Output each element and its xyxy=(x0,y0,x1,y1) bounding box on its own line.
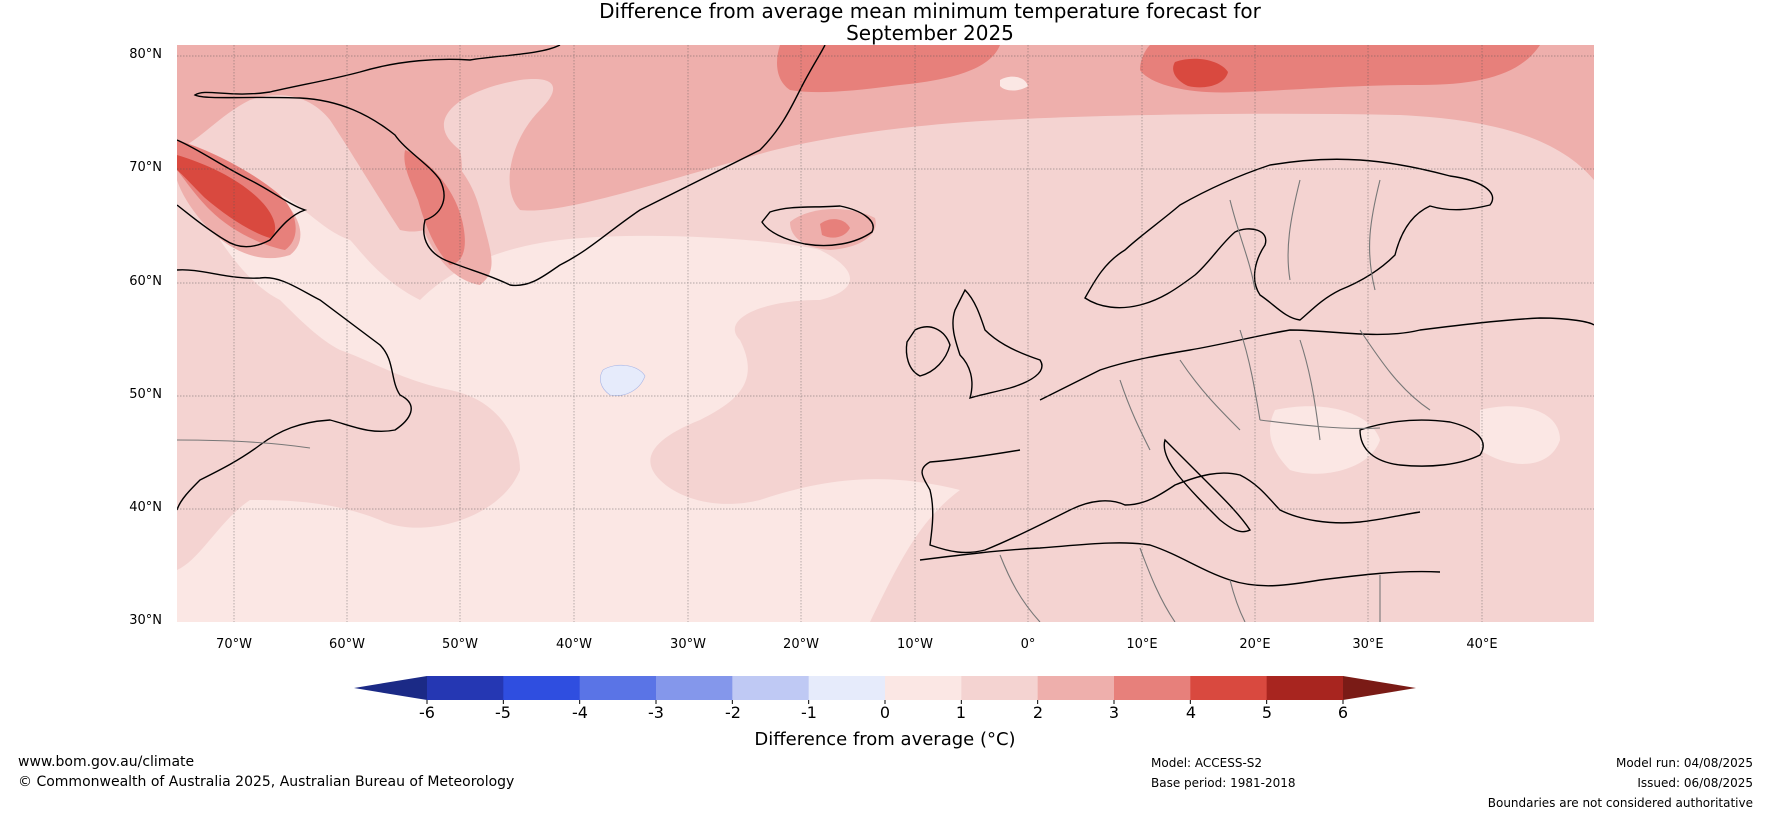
coastline-north-africa xyxy=(919,542,1441,587)
anomaly-region-below-0 xyxy=(600,364,646,396)
colorbar-tick-label: 0 xyxy=(879,703,891,722)
anomaly-region-4-5-baffin xyxy=(177,155,276,238)
lat-label-40n: 40°N xyxy=(129,500,162,515)
lon-label-40w: 40°W xyxy=(556,637,592,652)
graticule xyxy=(177,45,1594,622)
colorbar-bin xyxy=(732,676,810,700)
colorbar-tick-label: 1 xyxy=(955,703,967,722)
lon-label-30w: 30°W xyxy=(670,637,706,652)
coastline-labrador xyxy=(177,269,412,511)
footer-url: www.bom.gov.au/climate xyxy=(18,754,195,770)
coastline-continental-europe xyxy=(1039,317,1594,401)
colorbar-bin xyxy=(503,676,581,700)
footer-model: Model: ACCESS-S2 xyxy=(1151,756,1263,770)
colorbar-tick-label: 3 xyxy=(1108,703,1120,722)
border-scandinavia xyxy=(1229,179,1381,291)
lon-label-10e: 10°E xyxy=(1126,637,1158,652)
lon-label-40e: 40°E xyxy=(1466,637,1498,652)
lat-label-50n: 50°N xyxy=(129,387,162,402)
lon-label-50w: 50°W xyxy=(442,637,478,652)
colorbar-bin xyxy=(656,676,733,700)
coastline-italy xyxy=(1163,438,1252,533)
border-north-africa xyxy=(999,547,1381,622)
land-borders xyxy=(177,179,1431,622)
colorbar-tick-label: 4 xyxy=(1185,703,1197,722)
colorbar-bin xyxy=(1266,676,1344,700)
footer-disclaimer: Boundaries are not considered authoritat… xyxy=(1487,796,1753,810)
colorbar-tick-label: -3 xyxy=(648,703,664,722)
lat-label-80n: 80°N xyxy=(129,47,162,62)
lon-label-20w: 20°W xyxy=(783,637,819,652)
coastline-iberia-mediterranean xyxy=(921,449,1421,554)
lon-label-10w: 10°W xyxy=(897,637,933,652)
coastline-iceland xyxy=(761,205,874,247)
anomaly-region-3-4-svalbard xyxy=(1140,45,1540,93)
footer-model-run: Model run: 04/08/2025 xyxy=(1615,756,1753,770)
anomaly-field xyxy=(177,45,1594,622)
lon-label-0: 0° xyxy=(1020,637,1036,652)
colorbar-bin xyxy=(1190,676,1268,700)
colorbar-tick-label: -2 xyxy=(725,703,741,722)
colorbar-below-extension xyxy=(354,676,427,700)
coastline-scandinavia xyxy=(1084,158,1494,321)
footer-issued: Issued: 06/08/2025 xyxy=(1637,776,1753,790)
coastline-british-isles xyxy=(952,288,1043,400)
anomaly-region-3-4-arctic xyxy=(777,45,1000,93)
colorbar-tick-label: 2 xyxy=(1032,703,1044,722)
colorbar-tick-marks xyxy=(426,700,1344,704)
colorbar-bin xyxy=(1037,676,1115,700)
coastlines xyxy=(177,45,1594,587)
map-title-line1: Difference from average mean minimum tem… xyxy=(599,0,1261,23)
border-europe-east xyxy=(1119,329,1431,451)
anomaly-region-3-4-greenland xyxy=(404,150,465,265)
coastline-black-sea xyxy=(1359,419,1484,467)
colorbar-bins xyxy=(427,676,1344,700)
lat-label-30n: 30°N xyxy=(129,613,162,628)
coastline-greenland xyxy=(193,45,826,287)
lon-label-20e: 20°E xyxy=(1239,637,1271,652)
colorbar-tick-label: -4 xyxy=(572,703,588,722)
anomaly-region-3-4-iceland xyxy=(820,219,850,238)
colorbar-tick-label: -5 xyxy=(495,703,511,722)
anomaly-region-pale-europe xyxy=(1270,406,1380,474)
coastline-ireland xyxy=(905,326,951,377)
lon-label-70w: 70°W xyxy=(216,637,252,652)
colorbar-bin xyxy=(885,676,962,700)
lon-label-30e: 30°E xyxy=(1352,637,1384,652)
colorbar-tick-label: -6 xyxy=(419,703,435,722)
lat-label-60n: 60°N xyxy=(129,274,162,289)
lon-label-60w: 60°W xyxy=(329,637,365,652)
colorbar xyxy=(354,676,1416,704)
footer-base-period: Base period: 1981-2018 xyxy=(1151,776,1296,790)
colorbar-above-extension xyxy=(1343,676,1416,700)
colorbar-bin xyxy=(961,676,1039,700)
colorbar-bin xyxy=(808,676,886,700)
anomaly-region-pale-iceland-shelf xyxy=(1000,76,1028,91)
anomaly-region-pale-black-sea xyxy=(1480,406,1560,464)
colorbar-bin xyxy=(579,676,657,700)
colorbar-tick-label: -1 xyxy=(801,703,817,722)
colorbar-tick-label: 6 xyxy=(1337,703,1349,722)
colorbar-tick-label: 5 xyxy=(1261,703,1273,722)
colorbar-label: Difference from average (°C) xyxy=(754,729,1016,750)
border-canada-usa xyxy=(177,439,311,449)
lat-label-70n: 70°N xyxy=(129,160,162,175)
map-title-line2: September 2025 xyxy=(846,21,1014,45)
anomaly-region-4-5-svalbard xyxy=(1173,58,1228,88)
coastline-baffin-island xyxy=(177,139,308,248)
colorbar-bin xyxy=(427,676,504,700)
colorbar-bin xyxy=(1114,676,1191,700)
footer-copyright: © Commonwealth of Australia 2025, Austra… xyxy=(18,774,515,790)
